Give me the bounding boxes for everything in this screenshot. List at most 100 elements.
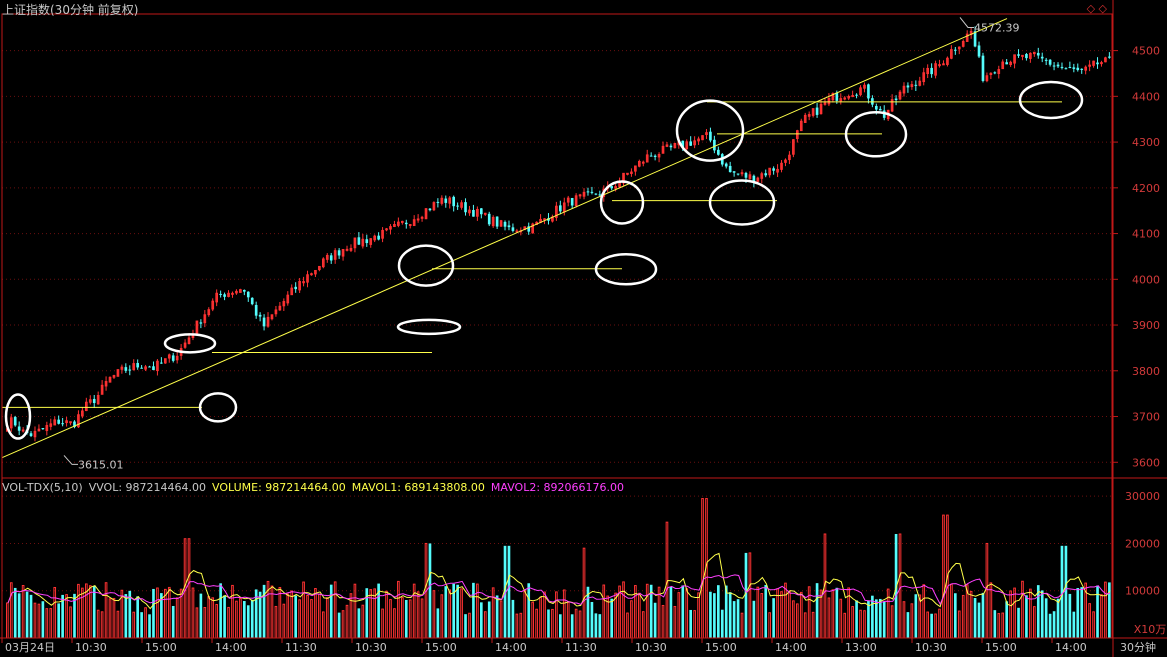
volume-bar <box>1068 593 1072 638</box>
volume-bar <box>890 605 894 639</box>
volume-bar <box>559 614 562 638</box>
candle-body <box>1060 66 1064 68</box>
volume-bar <box>361 604 365 639</box>
price-tick-label: 3700 <box>1132 411 1160 424</box>
candle-body <box>973 31 977 47</box>
volume-bar <box>199 593 203 638</box>
volume-bar <box>9 582 13 639</box>
volume-bars <box>6 498 1111 639</box>
volume-bar <box>333 581 337 639</box>
volume-bar <box>511 599 515 638</box>
candle-body <box>645 154 649 163</box>
volume-bar <box>997 613 1001 639</box>
volume-bar <box>1001 612 1005 639</box>
candle-body <box>736 173 740 175</box>
volume-bar <box>914 594 918 638</box>
candle-body <box>894 98 898 101</box>
annotation-circle <box>708 179 776 226</box>
time-tick-label: 10:30 <box>635 641 667 654</box>
volume-bar <box>551 608 554 639</box>
volume-bar <box>610 598 613 638</box>
corner-icons[interactable]: ◇ ◇ <box>1086 2 1107 15</box>
candle-body <box>531 223 534 234</box>
candle-body <box>45 425 49 431</box>
grid-lines <box>2 50 1112 592</box>
volume-bar <box>776 588 779 639</box>
volume-bar <box>1052 611 1056 638</box>
candle-body <box>878 108 882 111</box>
extreme-pointer <box>959 17 974 28</box>
volume-bar <box>993 610 997 638</box>
volume-bar <box>440 594 444 639</box>
candle-body <box>1108 56 1111 58</box>
volume-bar <box>863 610 866 639</box>
candle-body <box>215 292 219 303</box>
candle-body <box>590 191 594 193</box>
volume-bar <box>92 585 96 638</box>
volume-bar <box>803 612 807 639</box>
volume-bar <box>1005 601 1008 638</box>
volume-bar <box>337 612 341 638</box>
candle-body <box>448 197 452 204</box>
candle-body <box>653 155 657 157</box>
volume-bar <box>472 582 475 638</box>
volume-bar <box>744 552 748 638</box>
candle-body <box>847 96 850 99</box>
volume-bar <box>318 593 321 639</box>
candle-body <box>788 154 791 161</box>
candle-body <box>306 274 309 283</box>
volume-bar <box>73 593 76 638</box>
plot-frame <box>1 13 1113 639</box>
volume-bar <box>835 587 839 638</box>
volume-bar <box>796 603 799 639</box>
annotation-circle <box>844 111 908 158</box>
candle-body <box>1100 62 1103 65</box>
time-tick-label: 15:00 <box>425 641 457 654</box>
candle-body <box>440 197 444 204</box>
candle-body <box>784 159 787 163</box>
volume-bar <box>69 606 72 639</box>
candle-body <box>732 171 736 173</box>
volume-bar <box>626 612 629 639</box>
volume-bar <box>614 592 617 639</box>
volume-bar <box>164 588 167 639</box>
volume-bar <box>594 613 598 638</box>
volume-bar <box>788 590 791 639</box>
vvol-value: VVOL: 987214464.00 <box>88 481 207 494</box>
volume-bar <box>547 609 550 638</box>
candle-body <box>199 322 203 324</box>
candle-body <box>574 195 578 206</box>
candle-body <box>278 305 282 311</box>
candle-body <box>33 430 37 438</box>
volume-bar <box>938 608 941 639</box>
annotation-circle <box>396 318 462 336</box>
volume-bar <box>566 601 570 639</box>
candle-body <box>685 141 689 150</box>
candle-body <box>1088 64 1091 67</box>
candle-body <box>570 198 574 206</box>
volume-bar <box>638 592 641 639</box>
candle-body <box>898 91 902 100</box>
volume-bar <box>140 612 143 638</box>
candle-body <box>586 191 590 193</box>
candle-body <box>780 162 783 170</box>
volume-bar <box>278 586 282 639</box>
candle-body <box>258 314 262 317</box>
volume-bar <box>922 584 926 639</box>
candle-body <box>235 290 238 294</box>
candle-body <box>152 366 155 371</box>
candle-body <box>1064 68 1068 70</box>
mavol2-value: MAVOL2: 892066176.00 <box>490 481 625 494</box>
candle-body <box>49 423 53 427</box>
volume-bar <box>13 587 17 638</box>
candle-body <box>1096 62 1099 65</box>
candle-body <box>693 140 696 146</box>
volume-bar <box>701 498 704 639</box>
volume-bar <box>464 614 467 638</box>
volume-bar <box>231 584 234 639</box>
candle-body <box>132 363 136 371</box>
volume-bar <box>483 611 487 639</box>
volume-bar <box>456 584 459 638</box>
volume-bar <box>598 614 602 638</box>
